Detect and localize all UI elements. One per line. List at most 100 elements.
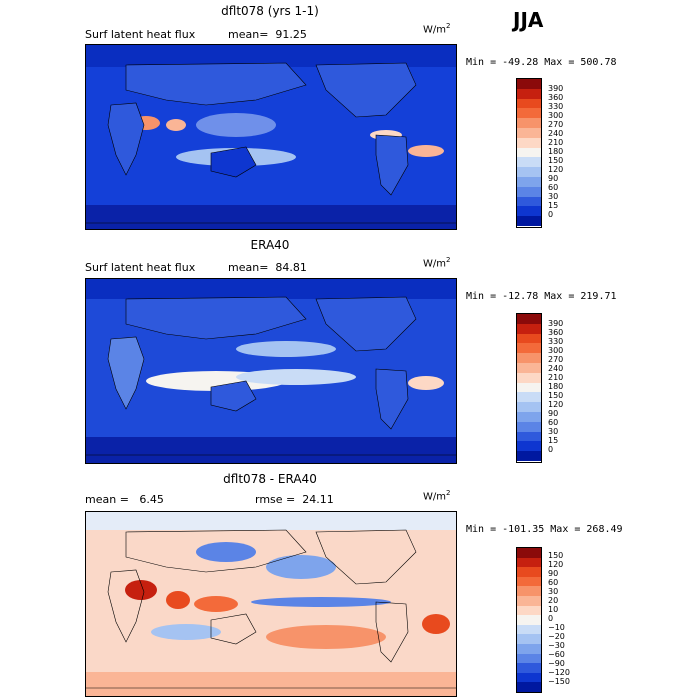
panel1-colorbar-label: 15 <box>548 201 559 210</box>
panel2-colorbar-swatch <box>517 314 541 324</box>
panel3-cool-indian <box>151 624 221 640</box>
panel1-colorbar-swatch <box>517 108 541 119</box>
panel2-colorbar-swatch <box>517 441 541 452</box>
panel1-colorbar-label: 120 <box>548 165 564 174</box>
panel1-colorbar-swatch <box>517 167 541 177</box>
panel1-colorbar-label: 90 <box>548 174 559 183</box>
panel2-colorbar-swatch <box>517 411 541 422</box>
panel1-colorbar-label: 240 <box>548 129 564 138</box>
panel2-colorbar-label: 180 <box>548 382 564 391</box>
panel3-colorbar-swatch <box>517 595 541 606</box>
panel1-variable-label: Surf latent heat flux <box>85 28 196 41</box>
panel3-colorbar-label: 0 <box>548 614 554 623</box>
panel3-units: W/m2 <box>423 489 451 503</box>
panel1-colorbar-swatch <box>517 206 541 217</box>
panel1-colorbar-label: 210 <box>548 138 564 147</box>
panel2-colorbar-label: 210 <box>548 373 564 382</box>
panel3-map <box>85 511 457 697</box>
panel3-colorbar-label: 150 <box>548 551 564 560</box>
panel2-colorbar-label: 240 <box>548 364 564 373</box>
season-label: JJA <box>513 8 544 32</box>
panel1-coast-australia <box>210 146 257 178</box>
panel3-coast-namerica <box>315 529 417 585</box>
panel2-polar-band <box>86 279 456 299</box>
panel2-warm-npac <box>236 341 336 357</box>
panel3-colorbar-swatch <box>517 643 541 654</box>
panel2-colorbar-swatch <box>517 353 541 363</box>
panel1-colorbar-swatch <box>517 196 541 207</box>
panel1-colorbar-swatch <box>517 127 541 138</box>
panel3-colorbar-swatch <box>517 682 541 692</box>
panel2-coast-africa <box>107 336 145 410</box>
panel2-colorbar-label: 0 <box>548 445 554 454</box>
panel1-colorbar-label: 330 <box>548 102 564 111</box>
panel3-hot-atl <box>422 614 450 634</box>
panel3-colorbar-swatch <box>517 624 541 635</box>
panel3-colorbar-swatch <box>517 557 541 568</box>
panel2-colorbar-label: 300 <box>548 346 564 355</box>
panel2-mean: mean= 84.81 <box>228 261 307 274</box>
panel2-coast-australia <box>210 380 257 412</box>
panel3-title: dflt078 - ERA40 <box>223 472 317 486</box>
panel2-colorbar-swatch <box>517 421 541 432</box>
panel2-colorbar-label: 90 <box>548 409 559 418</box>
panel2-colorbar-swatch <box>517 333 541 344</box>
panel3-cool-asia <box>196 542 256 562</box>
panel3-minmax: Min = -101.35 Max = 268.49 <box>466 524 623 535</box>
panel2-colorbar <box>516 313 542 463</box>
panel3-hot-bengal <box>166 591 190 609</box>
panel3-colorbar-label: −30 <box>548 641 565 650</box>
panel2-colorbar-swatch <box>517 343 541 354</box>
panel1-colorbar-swatch <box>517 176 541 187</box>
panel1-colorbar-label: 30 <box>548 192 559 201</box>
panel3-colorbar-label: −10 <box>548 623 565 632</box>
panel1-colorbar-swatch <box>517 98 541 109</box>
panel2-variable-label: Surf latent heat flux <box>85 261 196 274</box>
panel2-coast-eurasia <box>125 296 307 340</box>
panel3-colorbar-label: 120 <box>548 560 564 569</box>
panel1-colorbar-labels: 390 360 330 300 270 240 210 180 150 120 … <box>548 84 563 219</box>
panel3-colorbar-swatch <box>517 576 541 587</box>
panel3-southern-band <box>86 672 456 696</box>
panel2-units: W/m2 <box>423 256 451 270</box>
panel1-colorbar-label: 360 <box>548 93 564 102</box>
panel2-colorbar-label: 150 <box>548 391 564 400</box>
panel2-warm-satl <box>408 376 444 390</box>
panel3-colorbar-swatch <box>517 548 541 558</box>
panel2-colorbar-label: 15 <box>548 436 559 445</box>
panel3-cool-npac <box>266 555 336 579</box>
panel3-coast-africa <box>107 569 145 643</box>
panel2-colorbar-label: 30 <box>548 427 559 436</box>
panel1-coast-namerica <box>315 62 417 118</box>
panel3-hot-indonesia <box>194 596 238 612</box>
panel2-warm-spac <box>236 369 356 385</box>
panel1-map <box>85 44 457 230</box>
panel3-colorbar-label: 90 <box>548 569 559 578</box>
panel1-southern-band <box>86 205 456 229</box>
panel3-hot-arabian <box>125 580 157 600</box>
panel1-colorbar-swatch <box>517 186 541 197</box>
panel1-hot-bengal <box>166 119 186 131</box>
panel3-rmse: rmse = 24.11 <box>255 493 334 506</box>
panel1-colorbar <box>516 78 542 228</box>
panel3-colorbar-swatch <box>517 672 541 683</box>
panel3-colorbar-label: −90 <box>548 659 565 668</box>
panel1-colorbar-label: 390 <box>548 84 564 93</box>
panel1-colorbar-swatch <box>517 118 541 128</box>
panel2-colorbar-label: 120 <box>548 400 564 409</box>
panel1-colorbar-label: 60 <box>548 183 559 192</box>
panel2-colorbar-swatch <box>517 431 541 442</box>
panel3-cool-pac-equator <box>251 597 391 607</box>
panel2-colorbar-swatch <box>517 372 541 383</box>
panel3-colorbar-swatch <box>517 605 541 616</box>
panel1-colorbar-label: 180 <box>548 147 564 156</box>
panel2-colorbar-swatch <box>517 362 541 373</box>
panel3-colorbar-label: 20 <box>548 596 559 605</box>
panel2-colorbar-swatch <box>517 392 541 403</box>
panel3-colorbar-label: −20 <box>548 632 565 641</box>
panel3-colorbar-label: −60 <box>548 650 565 659</box>
panel2-colorbar-label: 270 <box>548 355 564 364</box>
panel2-colorbar-label: 360 <box>548 328 564 337</box>
panel3-colorbar-swatch <box>517 634 541 644</box>
panel1-mean: mean= 91.25 <box>228 28 307 41</box>
